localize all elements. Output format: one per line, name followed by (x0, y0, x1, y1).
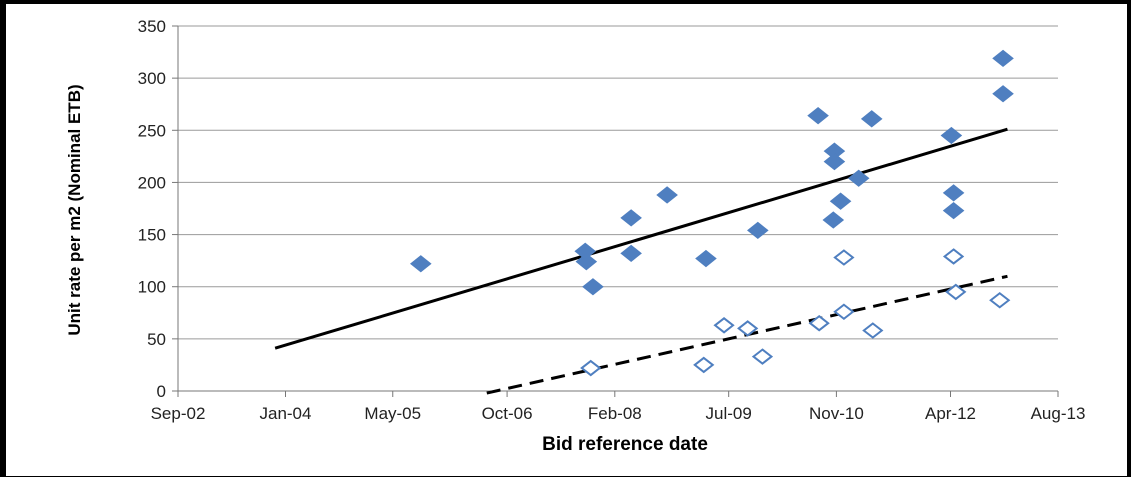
x-axis-title: Bid reference date (542, 434, 708, 455)
x-tick-label: Jul-09 (706, 404, 752, 423)
data-points (409, 49, 1014, 377)
filled-diamond-point (822, 211, 845, 229)
hollow-diamond-point (580, 359, 602, 377)
y-tick-label: 0 (157, 382, 166, 401)
x-tick-label: Nov-10 (809, 404, 864, 423)
x-tick-label: Oct-06 (482, 404, 533, 423)
y-tick-label: 350 (138, 17, 166, 36)
y-tick-label: 250 (138, 121, 166, 140)
gridlines (178, 25, 1058, 340)
y-tick-label: 150 (138, 226, 166, 245)
hollow-diamond-point (713, 317, 735, 334)
hollow-diamond-point (833, 249, 855, 266)
hollow-diamond-point (833, 303, 855, 321)
axes (172, 25, 1059, 397)
trendlines (274, 127, 1008, 395)
solid-trendline (274, 127, 1008, 350)
y-tick-label: 300 (138, 69, 166, 88)
filled-diamond-point (992, 49, 1014, 67)
hollow-diamond-point (942, 248, 965, 265)
filled-diamond-point (620, 244, 642, 262)
hollow-diamond-point (945, 283, 967, 301)
y-axis-tick-labels: 0 50 100 150 200 250 300 350 (138, 17, 166, 401)
hollow-diamond-point (693, 356, 715, 374)
hollow-diamond-point (989, 292, 1011, 309)
filled-diamond-point (575, 253, 598, 271)
y-tick-label: 200 (138, 173, 166, 192)
filled-diamond-point (823, 152, 846, 171)
hollow-diamond-point (751, 348, 774, 365)
x-axis-tick-labels: Sep-02 Jan-04 May-05 Oct-06 Feb-08 Jul-09 Nov-… (151, 404, 1086, 423)
hollow-diamond-point (808, 314, 830, 332)
filled-diamond-point (940, 126, 963, 145)
filled-diamond-point (695, 249, 717, 268)
y-axis-title: Unit rate per m2 (Nominal ETB) (65, 84, 84, 335)
filled-diamond-point (409, 255, 432, 273)
y-tick-label: 100 (138, 278, 166, 297)
filled-diamond-point (942, 201, 965, 220)
x-tick-label: Aug-13 (1031, 404, 1086, 423)
filled-diamond-point (807, 107, 829, 125)
filled-diamond-point (860, 110, 883, 128)
x-tick-label: Feb-08 (588, 404, 642, 423)
x-tick-label: May-05 (364, 404, 421, 423)
x-tick-label: Jan-04 (259, 404, 311, 423)
filled-diamond-point (582, 278, 604, 296)
filled-diamond-point (747, 221, 769, 240)
hollow-diamond-point (862, 322, 884, 339)
x-tick-label: Apr-12 (925, 404, 976, 423)
filled-diamond-point (992, 85, 1014, 103)
filled-diamond-point (829, 192, 852, 210)
filled-diamond-point (847, 169, 870, 187)
y-tick-label: 50 (147, 330, 166, 349)
x-tick-label: Sep-02 (151, 404, 206, 423)
hollow-diamond-point (737, 320, 759, 337)
filled-diamond-point (620, 209, 642, 227)
filled-diamond-point (656, 186, 678, 204)
filled-diamond-point (942, 184, 965, 202)
